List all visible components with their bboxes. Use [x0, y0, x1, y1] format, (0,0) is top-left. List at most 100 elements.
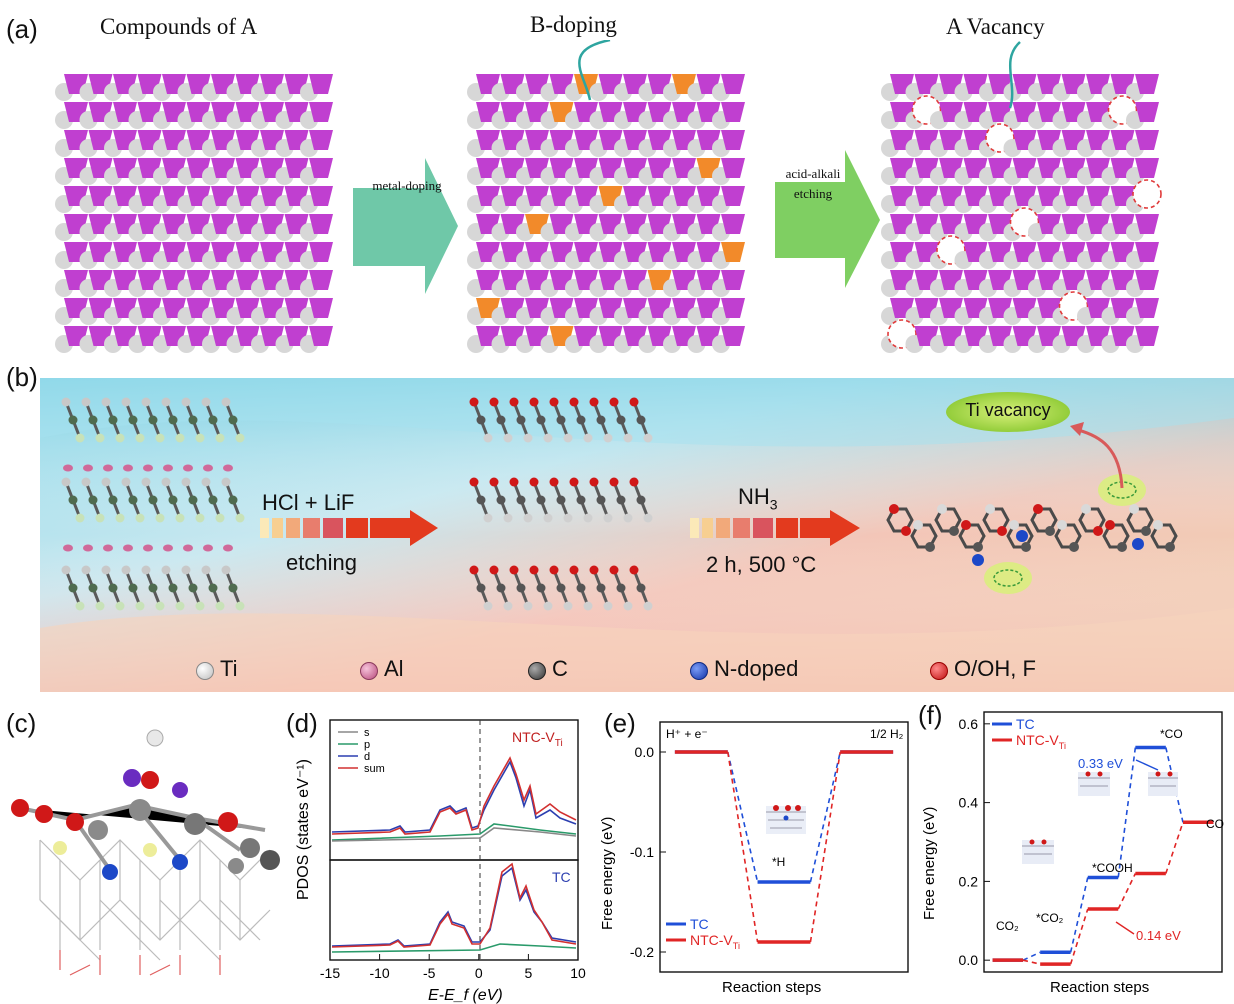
atom — [489, 477, 499, 487]
atom — [609, 565, 619, 575]
lattice-unit — [721, 74, 745, 94]
atom — [576, 415, 586, 425]
co2rr-state-co: CO — [1206, 817, 1224, 831]
atom — [543, 433, 553, 443]
ntc-vti-sheet — [886, 474, 1178, 594]
atom — [148, 583, 158, 593]
atom — [68, 495, 78, 505]
atom — [985, 504, 995, 514]
lattice-unit — [309, 242, 333, 262]
atom — [503, 433, 513, 443]
y-tick-label: 0.0 — [959, 952, 979, 968]
atom — [503, 601, 513, 611]
atom — [181, 565, 191, 575]
atom — [636, 495, 646, 505]
o-atom — [141, 771, 159, 789]
atom — [81, 477, 91, 487]
lattice-unit — [309, 158, 333, 178]
atom — [135, 513, 145, 523]
connector — [809, 751, 841, 883]
atom — [201, 397, 211, 407]
atom — [188, 495, 198, 505]
lattice-unit — [1135, 270, 1159, 290]
al-atom — [203, 544, 213, 552]
atom — [175, 513, 185, 523]
barrier-tc-arrow — [1135, 759, 1159, 771]
co2rr-inset-structures — [1022, 771, 1178, 864]
atom — [1081, 504, 1091, 514]
atom — [583, 513, 593, 523]
atom — [148, 495, 158, 505]
legend-s: s — [364, 727, 370, 739]
atom — [1033, 504, 1043, 514]
atom — [201, 477, 211, 487]
atom — [215, 601, 225, 611]
atom — [108, 583, 118, 593]
vacancy-highlight — [1098, 474, 1146, 506]
ti-vacancy-callout — [946, 392, 1070, 432]
atom — [623, 433, 633, 443]
atom — [616, 583, 626, 593]
atom — [583, 433, 593, 443]
metal-doping-label: metal-doping — [372, 178, 442, 193]
x-tick-label: -10 — [369, 965, 389, 981]
atom — [1021, 542, 1031, 552]
barrier-ntc-arrow — [1115, 921, 1135, 935]
ti-vacancy-text: Ti vacancy — [965, 400, 1051, 420]
n-atom — [1132, 538, 1144, 550]
co2rr-ylabel: Free energy (eV) — [921, 807, 938, 920]
lattice-unit — [309, 326, 333, 346]
atom — [523, 513, 533, 523]
panel-e-label: (e) — [604, 708, 636, 738]
atom — [536, 583, 546, 593]
her-legend-ntc: NTC-VTi — [690, 932, 740, 951]
y-tick-label: -0.1 — [630, 844, 654, 860]
lattice-unit — [309, 186, 333, 206]
atom — [609, 397, 619, 407]
al-atom — [143, 464, 153, 472]
atom — [549, 477, 559, 487]
pdos-x-ticks: -15 -10 -5 0 5 10 — [320, 954, 586, 981]
atom — [636, 415, 646, 425]
atom — [509, 565, 519, 575]
h-atom — [146, 729, 164, 747]
c-atom-icon — [528, 662, 546, 680]
atom — [201, 565, 211, 575]
callout-arrow — [1077, 428, 1124, 489]
c-atom — [129, 799, 151, 821]
atom — [221, 397, 231, 407]
lattice-frame — [39, 839, 271, 961]
n-atom — [1016, 530, 1028, 542]
atom — [536, 495, 546, 505]
c-atom — [228, 858, 244, 874]
atom — [108, 415, 118, 425]
vacancy-site — [1132, 179, 1162, 209]
atom — [88, 583, 98, 593]
atom — [168, 495, 178, 505]
atom — [489, 565, 499, 575]
n-atom — [972, 554, 984, 566]
atom — [596, 415, 606, 425]
co2rr-legend-ntc: NTC-VTi — [1016, 732, 1066, 751]
atom — [543, 601, 553, 611]
her-state-intermediate: *H — [772, 855, 785, 869]
lattice-unit — [721, 102, 745, 122]
pdos-bottom-curves — [331, 862, 577, 953]
atom — [589, 397, 599, 407]
atom — [623, 601, 633, 611]
atom — [141, 565, 151, 575]
atom — [235, 513, 245, 523]
connector — [1117, 747, 1137, 878]
atom — [961, 520, 971, 530]
etching-text: etching — [286, 550, 357, 575]
atom — [997, 526, 1007, 536]
co2rr-state-star-co: *CO — [1160, 727, 1183, 741]
atom — [115, 513, 125, 523]
atom — [228, 415, 238, 425]
atom — [215, 513, 225, 523]
lattice-unit — [1135, 130, 1159, 150]
atom — [181, 397, 191, 407]
atom — [549, 397, 559, 407]
lattice-unit — [1135, 214, 1159, 234]
al-atom — [163, 544, 173, 552]
